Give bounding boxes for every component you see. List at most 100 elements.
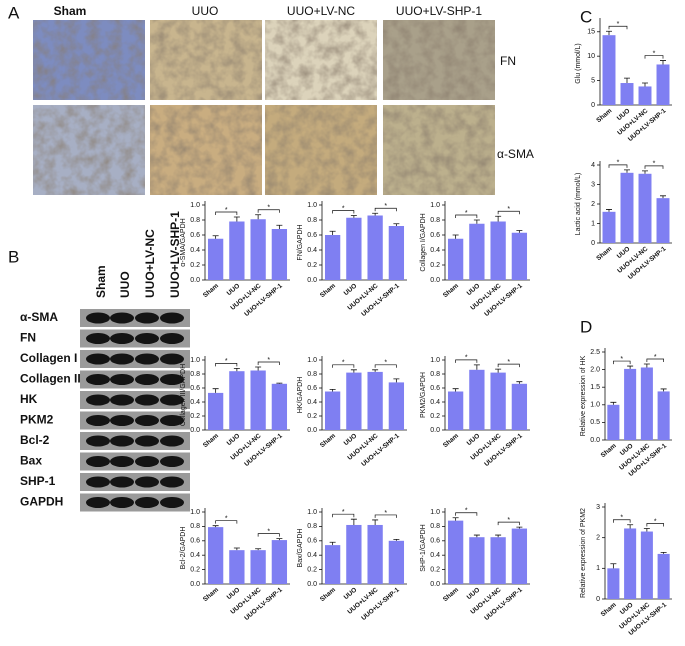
- significance-bracket: [497, 521, 520, 526]
- blot-band: [86, 312, 110, 324]
- x-tick-label: Sham: [442, 282, 460, 299]
- bar: [624, 528, 637, 599]
- protein-label: α-SMA: [20, 310, 58, 324]
- error-bar: [393, 378, 400, 383]
- error-bar: [276, 538, 283, 541]
- bar: [229, 221, 245, 280]
- error-bar: [393, 223, 400, 226]
- blot-band: [135, 456, 159, 467]
- y-tick-label: 0.6: [307, 385, 317, 392]
- error-bar: [660, 60, 666, 65]
- y-axis-label: Collagen III/GAPDH: [180, 364, 187, 426]
- y-tick-label: 0.0: [307, 277, 317, 284]
- bar: [657, 391, 670, 440]
- x-tick-label: Sham: [595, 245, 613, 262]
- error-bar: [212, 235, 219, 239]
- significance-bracket: [215, 520, 238, 524]
- bar: [511, 528, 528, 584]
- significance-bracket: [644, 165, 664, 169]
- x-tick-label: UUO+LV-SHP-1: [360, 432, 401, 468]
- y-tick-label: 0.4: [190, 552, 200, 559]
- x-tick-label: UUO+LV-SHP-1: [483, 432, 524, 468]
- x-tick-label: UUO: [226, 586, 242, 601]
- error-bar: [255, 366, 262, 371]
- y-tick-label: 0.6: [307, 538, 317, 545]
- error-bar: [350, 369, 357, 373]
- x-tick-label: UUO: [466, 282, 482, 297]
- column-header: UUO+LV-SHP-1: [396, 4, 482, 18]
- column-header: UUO+LV-NC: [287, 4, 355, 18]
- x-tick-label: Sham: [319, 282, 337, 299]
- blot-band: [86, 435, 110, 447]
- significance-bracket: [455, 214, 478, 218]
- y-axis-label: FN/GAPDH: [297, 224, 304, 260]
- error-bar: [606, 30, 612, 36]
- blot-band: [135, 415, 159, 426]
- error-bar: [642, 170, 648, 174]
- error-bar: [516, 230, 523, 233]
- x-tick-label: UUO: [343, 282, 359, 297]
- blot-band: [160, 394, 184, 406]
- significance-label: *: [342, 205, 345, 212]
- bar: [250, 219, 266, 280]
- blot-band: [135, 333, 159, 344]
- significance-label: *: [384, 203, 387, 210]
- blot-band: [86, 497, 110, 508]
- y-tick-label: 0.0: [307, 581, 317, 588]
- error-bar: [393, 538, 400, 541]
- significance-bracket: [332, 513, 355, 518]
- micrograph-texture: [383, 20, 495, 100]
- bar: [624, 368, 637, 440]
- y-tick-label: 0.4: [307, 552, 317, 559]
- y-tick-label: 0.0: [430, 277, 440, 284]
- y-axis-label: Bax/GAPDH: [297, 529, 304, 568]
- error-bar: [627, 524, 634, 529]
- micrograph-texture: [150, 105, 262, 195]
- y-tick-label: 15: [587, 29, 595, 36]
- y-tick-label: 0.8: [430, 371, 440, 378]
- bar: [250, 550, 266, 584]
- significance-label: *: [620, 356, 623, 363]
- significance-bracket: [215, 363, 238, 367]
- x-tick-label: Sham: [595, 107, 613, 124]
- micrograph-texture: [33, 105, 145, 195]
- x-tick-label: UUO: [343, 432, 359, 447]
- significance-label: *: [654, 518, 657, 525]
- y-tick-label: 0.2: [307, 566, 317, 573]
- error-bar: [452, 234, 459, 239]
- blot-band: [110, 312, 134, 324]
- significance-label: *: [342, 360, 345, 367]
- significance-label: *: [653, 50, 656, 57]
- error-bar: [329, 541, 336, 546]
- bar: [324, 235, 341, 280]
- x-tick-label: Sham: [319, 432, 337, 449]
- significance-label: *: [267, 357, 270, 364]
- x-tick-label: Sham: [202, 586, 220, 603]
- bar: [346, 217, 362, 280]
- y-tick-label: 2: [596, 535, 600, 542]
- y-tick-label: 0.2: [307, 413, 317, 420]
- protein-label: SHP-1: [20, 474, 56, 488]
- significance-label: *: [225, 516, 228, 523]
- bar: [271, 540, 288, 584]
- x-tick-label: Sham: [600, 442, 618, 459]
- error-bar: [329, 389, 336, 392]
- y-tick-label: 0: [591, 102, 595, 109]
- y-tick-label: 0.0: [190, 427, 200, 434]
- error-bar: [350, 518, 357, 525]
- y-tick-label: 0.0: [307, 427, 317, 434]
- y-tick-label: 0: [596, 596, 600, 603]
- bar: [388, 540, 405, 584]
- bar: [367, 215, 383, 280]
- x-tick-label: UUO+LV-SHP-1: [243, 282, 284, 318]
- blot-band: [110, 497, 134, 508]
- significance-label: *: [267, 528, 270, 535]
- blot-band: [160, 435, 184, 447]
- blot-band: [110, 476, 134, 488]
- significance-bracket: [257, 533, 280, 537]
- y-tick-label: 0.8: [190, 217, 200, 224]
- error-bar: [610, 401, 617, 405]
- bar: [207, 392, 224, 430]
- significance-bracket: [332, 364, 355, 368]
- blot-band: [86, 353, 110, 365]
